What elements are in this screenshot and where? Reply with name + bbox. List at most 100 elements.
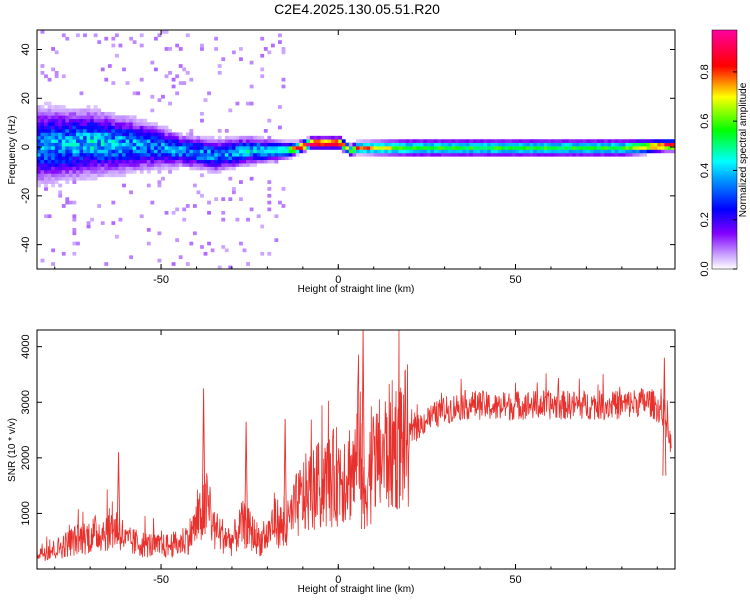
spectrogram-cell bbox=[207, 210, 211, 215]
spectrogram-cell bbox=[224, 156, 229, 161]
spectrogram-cell bbox=[65, 132, 70, 137]
spectrogram-cell bbox=[161, 152, 165, 157]
spectrogram-cell bbox=[664, 149, 669, 154]
spectrogram-cell bbox=[97, 129, 102, 133]
spectrogram-cell bbox=[61, 129, 66, 133]
spectrogram-cell bbox=[196, 135, 201, 140]
spectrogram-cell bbox=[249, 159, 254, 164]
spectrogram-cell bbox=[54, 135, 59, 140]
spectrogram-cell bbox=[83, 149, 87, 154]
spectrogram-cell bbox=[75, 132, 80, 137]
spectrogram-cell bbox=[586, 149, 591, 154]
spectrogram-cell bbox=[628, 152, 633, 157]
spectrogram-cell bbox=[129, 163, 133, 167]
spectrogram-cell bbox=[426, 146, 431, 150]
spectrogram-cell bbox=[72, 163, 77, 167]
spectrogram-cell bbox=[132, 40, 137, 44]
spectrogram-cell bbox=[118, 125, 123, 130]
spectrogram-cell bbox=[582, 139, 587, 143]
spectrogram-cell bbox=[309, 146, 314, 150]
spectrogram-cell bbox=[100, 166, 105, 171]
spectrogram-cell bbox=[114, 33, 119, 38]
spectrogram-cell bbox=[263, 152, 268, 157]
spectrogram-cell bbox=[40, 129, 45, 133]
spectrogram-cell bbox=[363, 139, 367, 143]
spectrogram-cell bbox=[122, 125, 126, 130]
spectrogram-cell bbox=[646, 142, 651, 147]
spectrogram-cell bbox=[543, 146, 548, 150]
spectrogram-cell bbox=[61, 251, 66, 256]
spectrogram-cell bbox=[111, 115, 116, 120]
spectrogram-cell bbox=[47, 122, 52, 126]
spectrogram-cell bbox=[107, 125, 112, 130]
spectrogram-cell bbox=[593, 139, 598, 143]
spectrogram-cell bbox=[58, 176, 63, 181]
spectrogram-cell bbox=[100, 149, 105, 154]
spectrogram-x-ticks: -50 0 50 bbox=[54, 30, 658, 286]
spectrogram-cell bbox=[40, 159, 45, 164]
spectrogram-cell bbox=[175, 43, 180, 48]
spectrogram-cell bbox=[526, 146, 530, 150]
spectrogram-cell bbox=[203, 146, 208, 150]
spectrogram-cell bbox=[150, 125, 155, 130]
snr-y-tick-label: 1000 bbox=[20, 501, 32, 525]
spectrogram-cell bbox=[529, 142, 534, 147]
spectrogram-cell bbox=[125, 163, 130, 167]
spectrogram-cell bbox=[200, 159, 204, 164]
spectrogram-cell bbox=[402, 146, 406, 150]
spectrogram-cell bbox=[93, 125, 98, 130]
spectrogram-cell bbox=[150, 149, 155, 154]
spectrogram-cell bbox=[150, 135, 155, 140]
spectrogram-cell bbox=[114, 122, 119, 126]
spectrogram-cell bbox=[313, 146, 318, 150]
spectrogram-cell bbox=[61, 105, 66, 109]
spectrogram-cell bbox=[437, 149, 442, 154]
spectrogram-cell bbox=[111, 43, 116, 48]
spectrogram-cell bbox=[210, 163, 215, 167]
spectrogram-cell bbox=[72, 125, 77, 130]
spectrogram-cell bbox=[437, 142, 442, 147]
spectrogram-cell bbox=[61, 132, 66, 137]
spectrogram-cell bbox=[192, 163, 197, 167]
spectrogram-cell bbox=[178, 156, 183, 161]
spectrogram-cell bbox=[58, 173, 63, 178]
spectrogram-cell bbox=[320, 139, 325, 143]
spectrogram-cell bbox=[161, 139, 165, 143]
spectrogram-cell bbox=[228, 152, 233, 157]
spectrogram-cell bbox=[231, 156, 236, 161]
spectrogram-cell bbox=[409, 152, 414, 157]
spectrogram-cell bbox=[667, 139, 672, 143]
spectrogram-cell bbox=[47, 111, 52, 116]
spectrogram-cell bbox=[40, 64, 45, 68]
spectrogram-cell bbox=[253, 156, 258, 161]
spectrogram-cell bbox=[93, 166, 98, 171]
spectrogram-cell bbox=[217, 169, 222, 174]
spectrogram-cell bbox=[75, 146, 80, 150]
spectrogram-cell bbox=[114, 115, 119, 120]
spectrogram-cell bbox=[164, 156, 169, 161]
spectrogram-cell bbox=[302, 149, 307, 154]
spectrogram-cell bbox=[93, 118, 98, 123]
spectrogram-cell bbox=[185, 132, 190, 137]
spectrogram-cell bbox=[122, 118, 126, 123]
spectrogram-cell bbox=[345, 142, 350, 147]
spectrogram-cell bbox=[139, 77, 144, 82]
spectrogram-cell bbox=[203, 166, 208, 171]
spectrogram-cell bbox=[93, 169, 98, 174]
spectrogram-cell bbox=[75, 111, 80, 116]
spectrogram-cell bbox=[129, 190, 133, 195]
spectrogram-cell bbox=[107, 142, 112, 147]
spectrogram-cell bbox=[522, 139, 527, 143]
spectrogram-cell bbox=[40, 156, 45, 161]
spectrogram-cell bbox=[75, 139, 80, 143]
spectrogram-cell bbox=[178, 159, 183, 164]
spectrogram-cell bbox=[175, 135, 180, 140]
spectrogram-cell bbox=[508, 146, 513, 150]
spectrogram-cell bbox=[100, 132, 105, 137]
spectrogram-cell bbox=[504, 142, 509, 147]
spectrogram-cell bbox=[118, 142, 123, 147]
spectrogram-cell bbox=[178, 149, 183, 154]
spectrogram-cell bbox=[51, 159, 56, 164]
spectrogram-cell bbox=[83, 139, 87, 143]
spectrogram-cell bbox=[664, 139, 669, 143]
